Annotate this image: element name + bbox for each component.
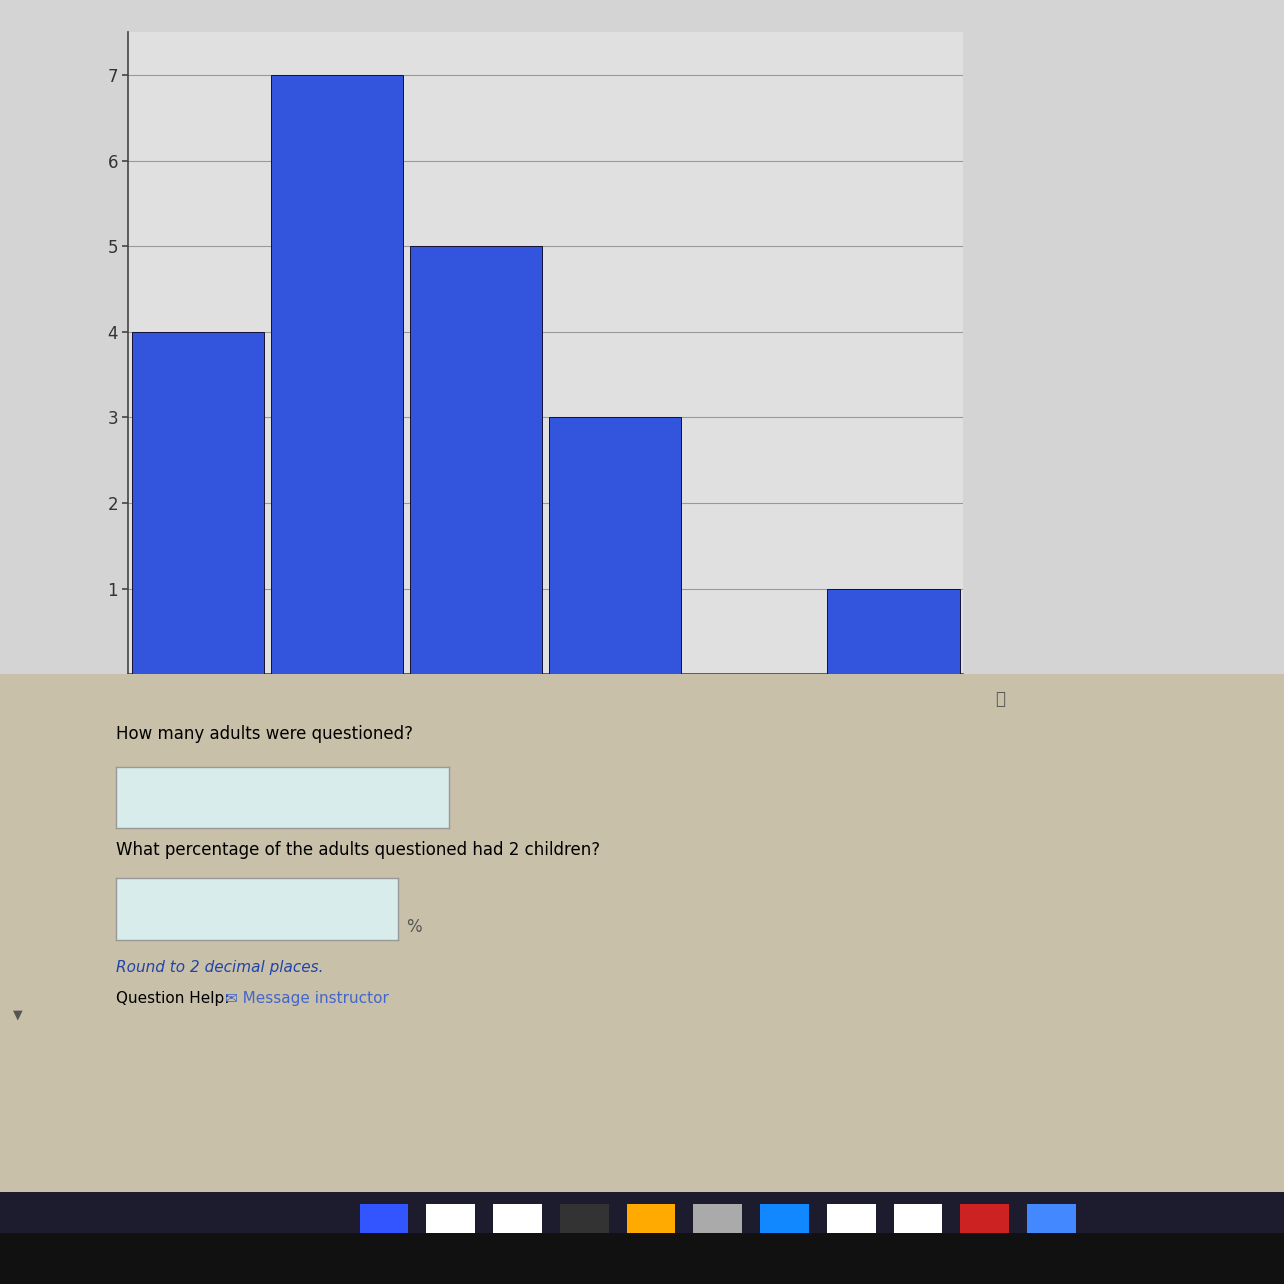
Bar: [132, 331, 265, 674]
Text: 🔍: 🔍: [995, 690, 1005, 707]
Bar: [271, 74, 403, 674]
Bar: [410, 247, 542, 674]
Text: %: %: [406, 918, 421, 936]
Bar: [550, 417, 682, 674]
Text: ✉ Message instructor: ✉ Message instructor: [225, 991, 389, 1007]
Bar: [827, 588, 959, 674]
Text: What percentage of the adults questioned had 2 children?: What percentage of the adults questioned…: [116, 841, 600, 859]
Text: How many adults were questioned?: How many adults were questioned?: [116, 725, 412, 743]
Text: Question Help:: Question Help:: [116, 991, 234, 1007]
Text: ▼: ▼: [13, 1008, 22, 1021]
X-axis label: Number of Children: Number of Children: [457, 711, 634, 729]
Text: Round to 2 decimal places.: Round to 2 decimal places.: [116, 960, 324, 976]
